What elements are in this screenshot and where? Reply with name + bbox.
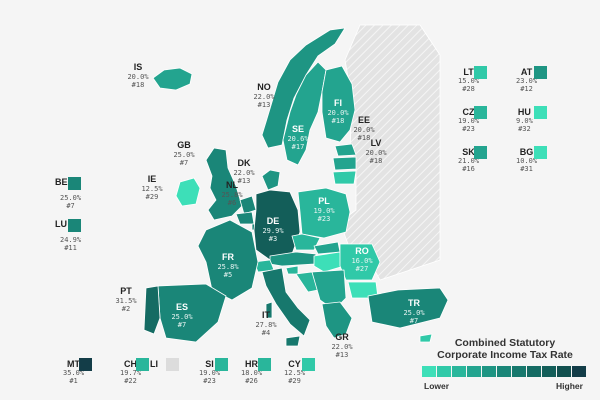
region-ie [175,177,201,207]
swatch-sk [474,146,487,159]
boxed-cy: CY 12.5% #29 [284,359,306,386]
region-ro [339,243,381,281]
swatch-cz [474,106,487,119]
legend-step [497,366,511,377]
label-ie: IE 12.5% #29 [141,174,163,201]
legend-step [482,366,496,377]
boxed-hu: HU 9.0% #32 [516,107,533,134]
region-sicily [285,335,301,347]
label-nl: NL 25.8% #6 [221,180,243,207]
region-lv [332,156,357,171]
label-pl: PL 19.0% #23 [313,196,335,223]
boxed-si: SI 19.0% #23 [199,359,221,386]
boxed-li: LI [150,359,158,369]
region-be [235,211,255,225]
region-gr [321,301,353,339]
label-de: DE 29.9% #3 [262,216,284,243]
legend-step [527,366,541,377]
region-ee [334,143,357,157]
region-fr [197,219,259,301]
region-pl [297,187,351,239]
boxed-lu-values: 24.9% #11 [60,236,82,252]
swatch-si [215,358,228,371]
label-no: NO 22.0% #13 [253,82,275,109]
boxed-at: AT 23.0% #12 [516,67,538,94]
swatch-ch [136,358,149,371]
boxed-be-values: 25.0% #7 [60,194,82,210]
label-gb: GB 25.0% #7 [173,140,195,167]
legend-step [512,366,526,377]
boxed-be: BE [55,177,68,187]
label-fr: FR 25.8% #5 [217,252,239,279]
region-lt [332,170,357,185]
region-pt [143,285,161,335]
region-sardinia [265,301,273,319]
legend-step [452,366,466,377]
label-lv: LV 20.0% #18 [365,138,387,165]
legend-step [467,366,481,377]
label-es: ES 25.0% #7 [171,302,193,329]
label-it: IT 27.8% #4 [255,310,277,337]
region-gb [205,147,243,221]
swatch-mt [79,358,92,371]
boxed-cz: CZ 19.0% #23 [458,107,480,134]
boxed-mt: MT 35.0% #1 [63,359,85,386]
swatch-hu [534,106,547,119]
legend-step [572,366,586,377]
region-dk [261,169,281,191]
region-is [152,67,193,91]
legend-step [557,366,571,377]
boxed-bg: BG 10.0% #31 [516,147,538,174]
region-tr [367,287,449,329]
boxed-lu: LU [55,219,67,229]
label-is: IS 20.0% #18 [127,62,149,89]
region-no [261,27,346,149]
swatch-be [68,177,81,190]
legend-higher-label: Higher [556,381,583,391]
legend-step [422,366,436,377]
swatch-at [534,66,547,79]
region-fi [321,65,356,143]
legend-lower-label: Lower [424,381,450,391]
boxed-ch: CH 19.7% #22 [120,359,142,386]
region-cy [419,333,433,343]
swatch-lu [68,219,81,232]
legend-color-scale [422,366,587,377]
label-se: SE 20.6% #17 [287,124,309,151]
swatch-lt [474,66,487,79]
swatch-hr [258,358,271,371]
boxed-hr: HR 18.0% #26 [241,359,263,386]
boxed-sk: SK 21.0% #16 [458,147,480,174]
swatch-cy [302,358,315,371]
label-gr: GR 22.0% #13 [331,332,353,359]
boxed-lt: LT 15.0% #28 [458,67,480,94]
region-it [261,267,311,337]
label-ro: RO 16.0% #27 [351,246,373,273]
label-dk: DK 22.0% #13 [233,158,255,185]
swatch-bg [534,146,547,159]
label-fi: FI 20.0% #18 [327,98,349,125]
label-pt: PT 31.5% #2 [115,286,137,313]
region-cz [291,233,321,251]
label-tr: TR 25.0% #7 [403,298,425,325]
region-hu [313,251,345,273]
label-ee: EE 20.0% #18 [353,115,375,142]
legend-step [437,366,451,377]
region-es [157,283,227,343]
legend-title: Combined Statutory Corporate Income Tax R… [437,337,573,361]
legend-step [542,366,556,377]
swatch-li [166,358,179,371]
region-si [285,265,299,275]
